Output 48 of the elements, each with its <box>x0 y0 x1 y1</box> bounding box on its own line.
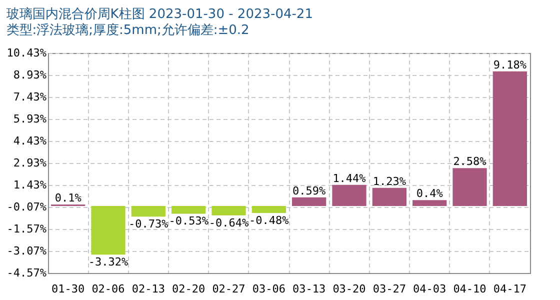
bar <box>172 206 206 214</box>
y-tick-label: -4.57% <box>6 266 47 280</box>
x-tick-label: 04-03 <box>413 282 446 296</box>
x-tick-label: 02-20 <box>172 282 206 296</box>
x-tick-label: 03-06 <box>252 282 286 296</box>
data-label: -0.73% <box>128 218 169 231</box>
chart-subtitle: 类型:浮法玻璃;厚度:5mm;允许偏差:±0.2 <box>6 22 250 38</box>
y-tick-label: 8.93% <box>13 68 47 82</box>
data-label: -3.32% <box>88 256 128 269</box>
data-label: 1.23% <box>372 174 406 188</box>
chart-title: 玻璃国内混合价周K柱图 2023-01-30 - 2023-04-21 <box>6 7 313 22</box>
bar <box>91 206 126 255</box>
bar <box>372 188 406 206</box>
y-tick-label: -0.07% <box>6 200 47 214</box>
data-label: 2.58% <box>453 155 487 168</box>
y-tick-label: 1.43% <box>13 178 47 192</box>
x-tick-label: 02-13 <box>132 282 165 296</box>
y-tick-label: 2.93% <box>13 156 47 170</box>
bar <box>131 206 166 217</box>
x-tick-label: 04-17 <box>493 282 526 296</box>
y-tick-label: 7.43% <box>13 90 47 104</box>
y-tick-label: 5.93% <box>13 112 47 126</box>
data-label: 0.1% <box>54 192 82 205</box>
x-tick-label: 01-30 <box>52 282 85 296</box>
y-tick-label: 4.43% <box>13 134 47 148</box>
bar <box>452 168 487 206</box>
y-tick-label: 10.43% <box>6 46 47 60</box>
data-label: -0.53% <box>168 214 209 228</box>
x-tick-label: 03-13 <box>292 282 326 296</box>
bar <box>492 71 527 206</box>
y-tick-label: -3.07% <box>6 244 47 258</box>
x-tick-label: 03-20 <box>332 282 366 296</box>
x-tick-label: 02-06 <box>92 282 125 296</box>
data-label: 0.4% <box>416 187 444 200</box>
bar <box>252 206 286 214</box>
x-tick-label: 04-10 <box>453 282 486 296</box>
data-label: -0.48% <box>249 214 290 228</box>
data-label: 1.44% <box>332 172 366 185</box>
data-label: 9.18% <box>493 58 527 72</box>
x-tick-label: 02-27 <box>212 282 246 296</box>
bar <box>212 206 246 216</box>
y-tick-label: -1.57% <box>6 222 47 236</box>
bar <box>292 197 326 206</box>
data-label: 0.59% <box>292 184 326 198</box>
bar <box>412 200 447 206</box>
x-tick-label: 03-27 <box>372 282 406 296</box>
bar <box>332 184 366 206</box>
data-label: -0.64% <box>208 216 249 230</box>
